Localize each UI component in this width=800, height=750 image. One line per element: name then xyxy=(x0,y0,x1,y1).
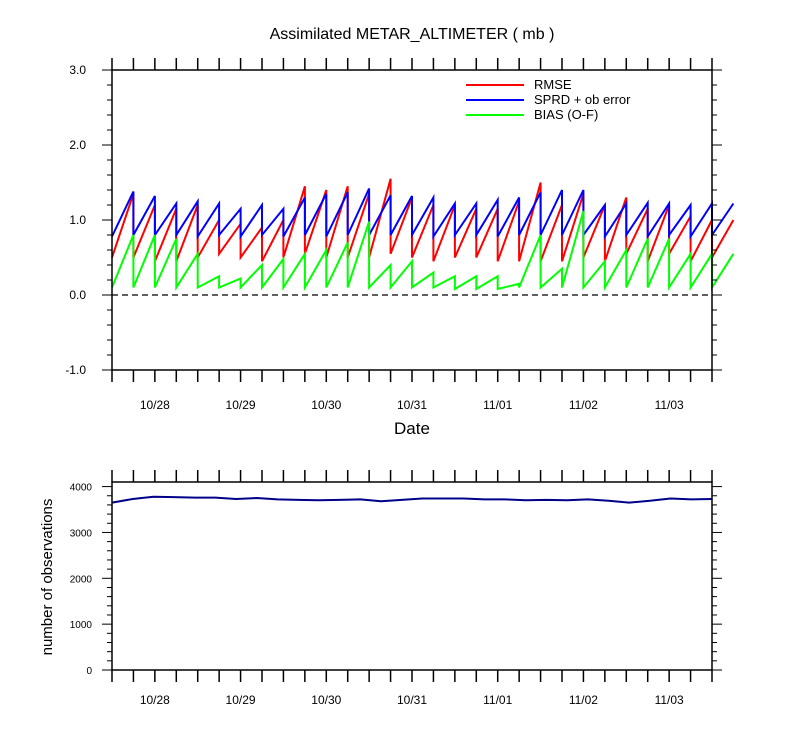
obs-x-tick-label: 10/31 xyxy=(397,693,427,707)
y-tick-label: 1.0 xyxy=(69,213,86,227)
obs-x-tick-label: 11/03 xyxy=(655,693,684,707)
y-tick-label: 3.0 xyxy=(69,63,86,77)
legend-label: RMSE xyxy=(534,77,572,92)
y-tick-label: 0.0 xyxy=(69,288,86,302)
obs-x-tick-label: 10/30 xyxy=(311,693,341,707)
obs-x-tick-label: 11/02 xyxy=(569,693,598,707)
y-tick-label: -1.0 xyxy=(65,363,86,377)
x-tick-label: 11/03 xyxy=(655,398,684,412)
x-tick-label: 10/28 xyxy=(140,398,170,412)
top-plot-area: 3.0 2.0 1.0 0.0 -1.0 10/28 10/29 10/30 10/31 11/0… xyxy=(65,58,735,412)
y-tick-label: 2.0 xyxy=(69,138,86,152)
x-tick-label: 10/29 xyxy=(226,398,256,412)
obs-y-tick-label: 1000 xyxy=(70,620,93,631)
series-line-sprd-ob-error xyxy=(111,188,735,240)
obs-y-tick-label: 2000 xyxy=(70,574,93,585)
x-tick-label: 11/02 xyxy=(569,398,598,412)
x-tick-label: 11/01 xyxy=(483,398,512,412)
x-axis-label: Date xyxy=(394,419,430,438)
bottom-plot-area: 4000 3000 2000 1000 0 10/28 10/29 10/30 10/31 11/… xyxy=(70,470,722,707)
obs-y-tick-label: 4000 xyxy=(70,483,93,494)
obs-y-tick-label: 0 xyxy=(86,666,92,677)
series-line-bias-o-f xyxy=(111,210,735,292)
legend-label: BIAS (O-F) xyxy=(534,107,598,122)
x-tick-label: 10/31 xyxy=(397,398,427,412)
series-line-observations xyxy=(111,495,713,504)
bottom-plot-frame xyxy=(111,481,713,671)
obs-y-tick-label: 3000 xyxy=(70,528,93,539)
chart-title: Assimilated METAR_ALTIMETER ( mb ) xyxy=(270,26,555,43)
obs-y-axis-label: number of observations xyxy=(39,499,56,656)
obs-x-tick-label: 10/29 xyxy=(226,693,256,707)
series-line-rmse xyxy=(111,178,735,262)
x-tick-label: 10/30 xyxy=(311,398,341,412)
obs-x-tick-label: 10/28 xyxy=(140,693,170,707)
obs-x-tick-label: 11/01 xyxy=(483,693,512,707)
legend-label: SPRD + ob error xyxy=(534,92,631,107)
